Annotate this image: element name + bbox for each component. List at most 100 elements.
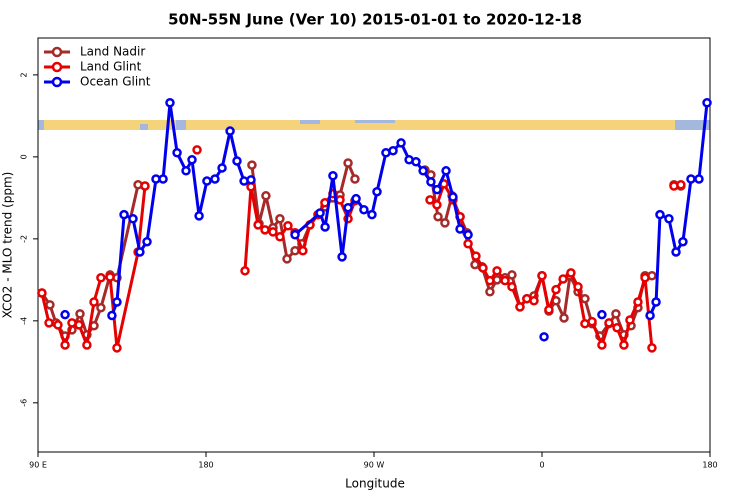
data-point	[471, 251, 481, 261]
data-point	[566, 268, 576, 278]
data-point	[194, 211, 204, 221]
data-point	[343, 158, 353, 168]
data-point	[337, 252, 347, 262]
data-point	[573, 282, 583, 292]
data-point	[604, 318, 614, 328]
data-point	[140, 181, 150, 191]
data-point	[240, 266, 250, 276]
data-point	[463, 239, 473, 249]
data-point	[75, 309, 85, 319]
data-point	[529, 295, 539, 306]
data-point	[580, 293, 590, 304]
data-point	[165, 98, 175, 108]
data-point	[411, 157, 421, 167]
data-point	[44, 318, 54, 328]
data-point	[320, 222, 330, 232]
data-point	[441, 166, 451, 176]
x-tick-label: 180	[198, 461, 213, 470]
data-point	[210, 174, 220, 184]
land-ocean-band	[38, 120, 710, 130]
data-point	[686, 174, 696, 184]
band-ocean	[176, 120, 186, 130]
data-point	[587, 316, 597, 327]
legend-marker	[51, 76, 63, 88]
data-point	[655, 209, 665, 220]
data-point	[388, 145, 398, 156]
data-point	[268, 227, 278, 237]
data-point	[283, 220, 293, 231]
data-point	[217, 163, 227, 173]
data-point	[202, 176, 212, 186]
data-point	[448, 192, 458, 202]
band-land	[38, 120, 710, 130]
data-point	[463, 230, 473, 240]
data-point	[359, 204, 369, 215]
data-point	[260, 225, 270, 235]
band-ocean	[675, 120, 710, 130]
data-point	[559, 313, 569, 323]
data-point	[551, 284, 561, 295]
data-point	[625, 315, 635, 325]
y-tick-label: -2	[20, 235, 29, 243]
data-point	[53, 320, 63, 330]
data-point	[298, 245, 308, 256]
data-point	[432, 184, 442, 195]
band-ocean	[38, 120, 44, 130]
data-point	[343, 202, 353, 213]
legend-marker	[51, 46, 63, 58]
data-point	[119, 209, 129, 220]
y-axis-label: XCO2 - MLO trend (ppm)	[1, 172, 15, 319]
data-point	[275, 214, 285, 224]
data-point	[112, 297, 122, 307]
data-point	[315, 208, 325, 218]
data-point	[142, 236, 152, 247]
data-point	[651, 297, 661, 307]
data-point	[485, 275, 495, 286]
band-ocean	[355, 120, 395, 123]
data-point	[192, 145, 202, 155]
data-point	[290, 230, 300, 240]
data-point	[694, 174, 704, 184]
data-point	[246, 175, 256, 185]
data-point	[96, 302, 106, 313]
data-point	[426, 177, 436, 187]
legend-marker	[51, 61, 63, 73]
x-axis-label: Longitude	[345, 477, 405, 491]
data-point	[507, 282, 517, 292]
data-point	[290, 245, 300, 256]
data-point	[187, 154, 197, 165]
data-point	[351, 193, 361, 204]
data-point	[440, 218, 450, 228]
data-point	[232, 156, 242, 166]
band-ocean	[140, 124, 148, 130]
data-point	[261, 191, 271, 201]
data-point	[612, 323, 622, 333]
data-point	[367, 209, 377, 220]
data-point	[82, 340, 92, 350]
data-point	[664, 214, 674, 224]
data-point	[60, 340, 70, 350]
data-point	[37, 288, 47, 298]
data-point	[74, 320, 84, 330]
y-tick-label: -4	[20, 317, 29, 325]
data-point	[678, 236, 688, 247]
data-point	[558, 274, 568, 284]
data-point	[492, 266, 502, 276]
data-point	[105, 272, 115, 282]
data-point	[107, 310, 117, 321]
legend-label: Land Nadir	[80, 45, 145, 59]
data-point	[60, 309, 70, 320]
data-point	[597, 340, 607, 350]
data-point	[507, 270, 517, 280]
data-point	[645, 310, 655, 321]
data-point	[455, 224, 465, 234]
data-point	[515, 302, 525, 312]
data-point	[418, 166, 428, 176]
data-point	[640, 273, 650, 283]
data-point	[225, 126, 235, 136]
data-point	[619, 340, 629, 350]
